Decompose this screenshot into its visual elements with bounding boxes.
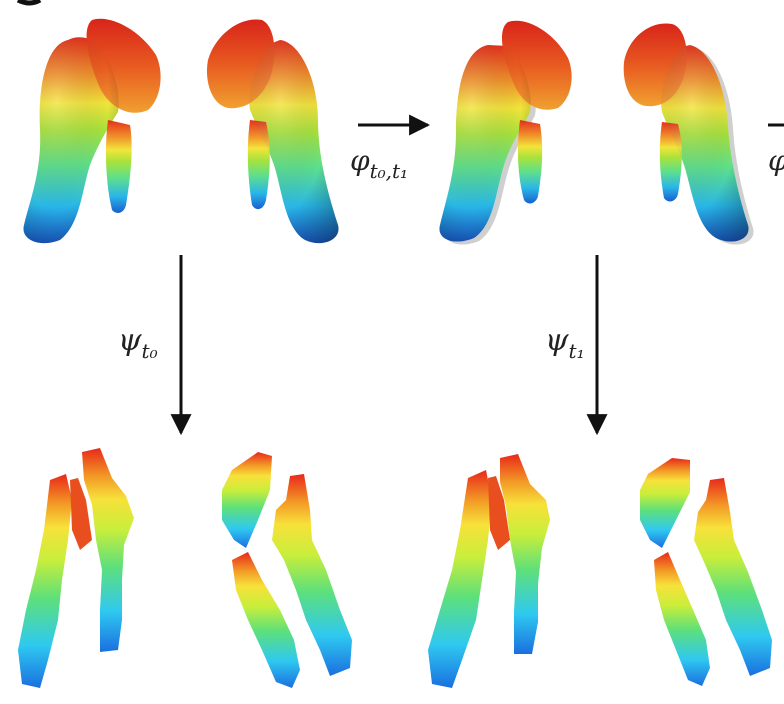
- flat-t1-strip-4: [640, 458, 690, 548]
- flat-t1-strip-6: [694, 478, 772, 676]
- flat-t0-strip-2: [82, 448, 134, 652]
- flat-t0-strip-1: [18, 474, 72, 688]
- surface-t0-left: [23, 18, 161, 244]
- phi-symbol: φ: [350, 144, 370, 177]
- psi-t0-symbol: ψ: [118, 323, 142, 358]
- flat-t1: [428, 454, 772, 688]
- flat-t0-strip-5: [232, 552, 300, 688]
- flat-t1-strip-5: [654, 552, 710, 686]
- psi-t1-symbol: ψ: [545, 323, 569, 358]
- psi-t0-label: ψt₀: [118, 323, 158, 363]
- flat-t1-strip-1: [428, 470, 492, 688]
- flat-t1-strip-2: [500, 454, 550, 654]
- flat-t0-strip-4: [222, 452, 272, 548]
- flat-t0-strip-3: [70, 478, 92, 550]
- surface-t1-left: [439, 20, 572, 245]
- psi-t1-label: ψt₁: [545, 323, 585, 363]
- phi-subscript: t₀,t₁: [370, 159, 408, 183]
- flat-t0: [18, 448, 352, 688]
- surface-t1-right: [623, 23, 754, 245]
- surface-t0: [23, 18, 339, 244]
- phi-next-label: φ: [768, 144, 784, 177]
- flat-t1-strip-3: [488, 476, 510, 550]
- psi-t1-subscript: t₁: [569, 339, 585, 363]
- surface-t0-right: [206, 19, 339, 244]
- psi-t0-subscript: t₀: [142, 339, 158, 363]
- flat-t0-strip-6: [272, 474, 352, 676]
- phi-label: φt₀,t₁: [350, 144, 408, 183]
- panel-letter-fragment: [16, 0, 42, 6]
- surface-t1: [439, 20, 754, 245]
